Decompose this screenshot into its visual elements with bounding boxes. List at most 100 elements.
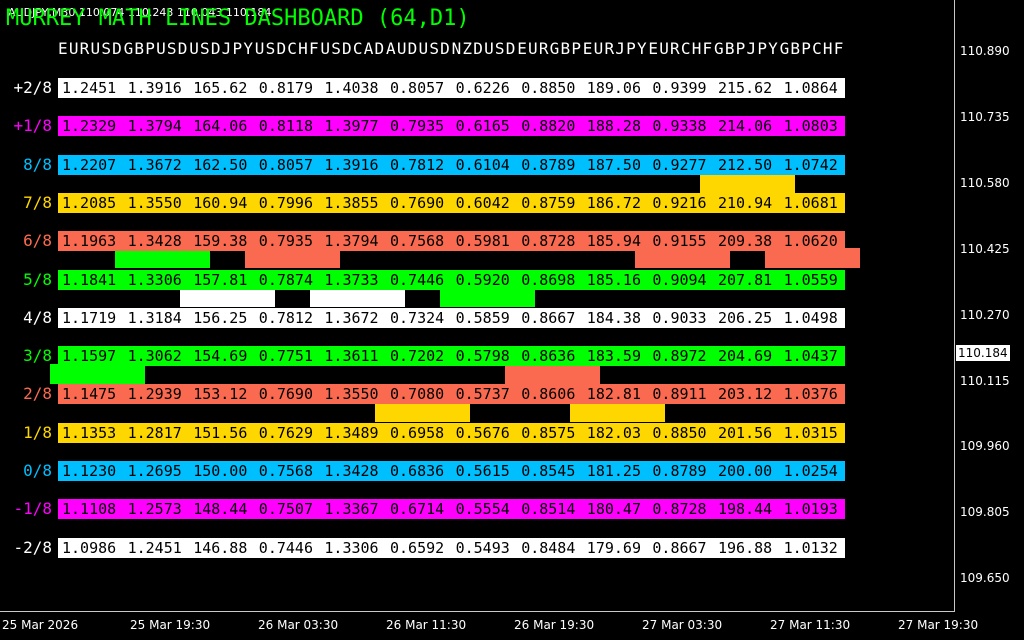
level-value: 1.3794 bbox=[127, 117, 182, 136]
level-value: 0.7080 bbox=[390, 385, 445, 404]
level-value: 1.2695 bbox=[127, 462, 182, 480]
level-value: 0.6836 bbox=[390, 462, 445, 480]
level-value: 1.1841 bbox=[62, 270, 117, 289]
level-value: 204.69 bbox=[718, 347, 773, 366]
column-header: AUDUSD bbox=[386, 39, 451, 58]
level-value: 203.12 bbox=[718, 385, 773, 404]
level-value: 1.1597 bbox=[62, 347, 117, 366]
level-value: 1.2573 bbox=[127, 500, 182, 519]
level-value: 198.44 bbox=[718, 500, 773, 519]
level-value: 1.3611 bbox=[324, 347, 379, 366]
level-value: 1.0986 bbox=[62, 538, 117, 557]
level-value: 0.8667 bbox=[521, 308, 576, 327]
level-label: -2/8 bbox=[13, 537, 52, 557]
level-value: 0.7690 bbox=[390, 193, 445, 212]
level-value: 181.25 bbox=[586, 462, 641, 480]
level-value: 1.2817 bbox=[127, 423, 182, 442]
level-value: 0.5737 bbox=[455, 385, 510, 404]
column-header: GBPCHF bbox=[779, 39, 845, 58]
level-value: 1.2451 bbox=[62, 79, 117, 97]
level-block bbox=[505, 364, 600, 384]
level-value: 0.8698 bbox=[521, 270, 576, 289]
column-header: GBPUSD bbox=[123, 39, 189, 58]
level-value: 1.3977 bbox=[324, 117, 379, 136]
level-value: 0.6958 bbox=[390, 423, 445, 442]
current-price: 110.184 bbox=[956, 345, 1010, 361]
level-value: 0.8636 bbox=[521, 347, 576, 366]
level-row bbox=[58, 461, 845, 481]
level-value: 0.8789 bbox=[521, 155, 576, 174]
level-value: 0.6592 bbox=[390, 538, 445, 557]
column-header: EURJPY bbox=[582, 39, 648, 58]
level-value: 189.06 bbox=[586, 79, 641, 97]
level-value: 0.5798 bbox=[455, 347, 510, 366]
level-value: 182.81 bbox=[586, 385, 641, 404]
level-value: 1.3550 bbox=[127, 193, 182, 212]
level-value: 215.62 bbox=[718, 79, 773, 97]
column-header: EURCHF bbox=[648, 39, 714, 58]
level-value: 207.81 bbox=[718, 270, 773, 289]
level-value: 1.3855 bbox=[324, 193, 379, 212]
level-value: 160.94 bbox=[193, 193, 248, 212]
price-label: 110.115 bbox=[960, 373, 1010, 388]
level-value: 0.7568 bbox=[258, 462, 313, 480]
level-value: 0.9094 bbox=[652, 270, 707, 289]
level-value: 1.1475 bbox=[62, 385, 117, 404]
level-value: 1.0315 bbox=[783, 423, 838, 442]
level-label: -1/8 bbox=[13, 499, 52, 519]
level-value: 1.3550 bbox=[324, 385, 379, 404]
level-value: 0.7935 bbox=[390, 117, 445, 136]
level-value: 1.3733 bbox=[324, 270, 379, 289]
level-row bbox=[58, 192, 845, 213]
level-block bbox=[310, 287, 405, 307]
level-value: 162.50 bbox=[193, 155, 248, 174]
level-label: 2/8 bbox=[23, 384, 52, 404]
level-value: 165.62 bbox=[193, 79, 248, 97]
level-row bbox=[58, 307, 845, 328]
time-label: 26 Mar 03:30 bbox=[258, 618, 339, 632]
level-block bbox=[635, 248, 730, 268]
time-label: 26 Mar 19:30 bbox=[514, 618, 595, 632]
level-value: 1.3428 bbox=[324, 462, 379, 480]
level-value: 0.8820 bbox=[521, 117, 576, 136]
level-label: 8/8 bbox=[23, 154, 52, 174]
level-value: 1.2207 bbox=[62, 155, 117, 174]
level-value: 0.7812 bbox=[390, 155, 445, 174]
level-value: 1.3916 bbox=[127, 79, 182, 97]
level-value: 206.25 bbox=[718, 308, 773, 327]
level-block bbox=[765, 248, 860, 268]
level-value: 1.3062 bbox=[127, 347, 182, 366]
level-value: 1.1963 bbox=[62, 232, 117, 251]
price-label: 110.735 bbox=[960, 109, 1010, 124]
price-label: 110.890 bbox=[960, 44, 1010, 58]
level-value: 0.8911 bbox=[652, 385, 707, 404]
level-value: 0.5920 bbox=[455, 270, 510, 289]
level-block bbox=[245, 248, 340, 268]
level-value: 188.28 bbox=[586, 117, 641, 136]
level-value: 1.2939 bbox=[127, 385, 182, 404]
level-value: 1.3428 bbox=[127, 232, 182, 251]
time-label: 27 Mar 11:30 bbox=[770, 618, 851, 632]
level-value: 1.0498 bbox=[783, 308, 838, 327]
level-value: 180.47 bbox=[586, 500, 641, 519]
level-value: 0.8789 bbox=[652, 462, 707, 480]
level-value: 1.3184 bbox=[127, 308, 182, 327]
level-value: 0.9277 bbox=[652, 155, 707, 174]
level-value: 0.9399 bbox=[652, 79, 707, 97]
level-label: +1/8 bbox=[13, 116, 52, 136]
level-block bbox=[700, 173, 795, 193]
level-value: 187.50 bbox=[586, 155, 641, 174]
level-value: 1.0193 bbox=[783, 500, 838, 519]
level-block bbox=[50, 364, 145, 384]
level-value: 157.81 bbox=[193, 270, 248, 289]
level-value: 0.5493 bbox=[455, 538, 510, 557]
column-header: USDJPY bbox=[189, 39, 255, 58]
time-label: 27 Mar 19:30 bbox=[898, 618, 979, 632]
chart-area bbox=[0, 0, 955, 612]
level-value: 185.94 bbox=[586, 232, 641, 251]
time-label: 25 Mar 2026 bbox=[2, 618, 79, 632]
level-value: 1.0559 bbox=[783, 270, 838, 289]
column-header: USDCHF bbox=[254, 39, 320, 58]
level-value: 151.56 bbox=[193, 423, 248, 442]
